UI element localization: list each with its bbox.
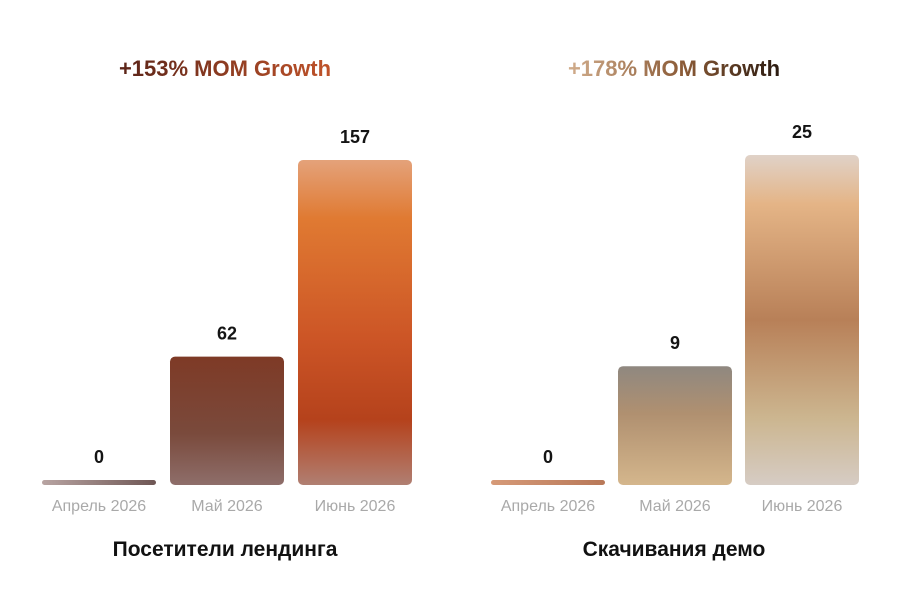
tick-label-visitors-1: Апрель 2026 — [52, 498, 146, 515]
bar-visitors-1 — [42, 480, 156, 485]
value-label-downloads-1: 0 — [543, 447, 553, 467]
tick-label-downloads-2: Май 2026 — [639, 498, 710, 515]
bar-visitors-3 — [298, 160, 412, 485]
value-label-downloads-2: 9 — [670, 333, 680, 353]
bar-downloads-2 — [618, 366, 732, 485]
growth-label-visitors: +153% MOM Growth — [119, 56, 331, 81]
bar-downloads-1 — [491, 480, 605, 485]
value-label-downloads-3: 25 — [792, 122, 812, 142]
tick-label-visitors-3: Июнь 2026 — [315, 498, 396, 515]
value-label-visitors-1: 0 — [94, 447, 104, 467]
chart-title-visitors: Посетители лендинга — [113, 538, 338, 561]
chart-visitors: +153% MOM Growth 0 Апрель 2026 62 Май 2026 1… — [42, 56, 412, 561]
value-label-visitors-3: 157 — [340, 127, 370, 147]
bars-visitors: 0 Апрель 2026 62 Май 2026 157 Июнь 2026 — [42, 127, 412, 515]
bar-visitors-2 — [170, 356, 284, 485]
value-label-visitors-2: 62 — [217, 324, 237, 344]
tick-label-downloads-3: Июнь 2026 — [762, 498, 843, 515]
bar-downloads-3 — [745, 155, 859, 485]
growth-label-downloads: +178% MOM Growth — [568, 56, 780, 81]
bars-downloads: 0 Апрель 2026 9 Май 2026 25 Июнь 2026 — [491, 122, 859, 515]
chart-downloads: +178% MOM Growth 0 Апрель 2026 9 Май 2026 25… — [491, 56, 859, 561]
chart-title-downloads: Скачивания демо — [583, 538, 766, 561]
tick-label-downloads-1: Апрель 2026 — [501, 498, 595, 515]
tick-label-visitors-2: Май 2026 — [191, 498, 262, 515]
